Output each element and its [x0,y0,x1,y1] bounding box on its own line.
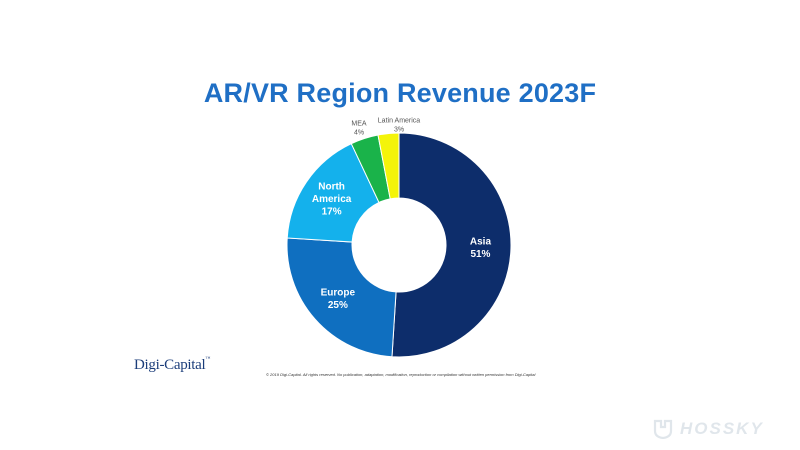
digi-capital-logo: Digi-Capital™ [134,357,210,374]
slice-asia [391,132,512,358]
watermark-text: HOSSKY [680,419,764,438]
slice-labels: Asia 51% Europe 25% North America 17% MEA 4% Lati… [312,118,492,312]
label-latin-america: Latin America 3% [378,118,421,134]
watermark-logo-icon [653,419,673,439]
donut-slices [286,132,512,358]
label-mea: MEA 4% [351,121,367,137]
logo-trademark: ™ [205,357,210,362]
label-asia: Asia 51% [470,236,492,259]
slice-north-america [286,142,380,243]
logo-text: Digi-Capital [134,357,206,373]
slice-latin-america [377,132,400,200]
watermark: HOSSKY [652,419,764,439]
label-europe: Europe 25% [321,288,356,312]
label-north-america: North America 17% [312,182,352,218]
slice-europe [286,237,397,358]
chart-title: AR/VR Region Revenue 2023F [203,78,597,108]
copyright-notice: © 2019 Digi-Capital. All rights reserved… [266,372,536,377]
